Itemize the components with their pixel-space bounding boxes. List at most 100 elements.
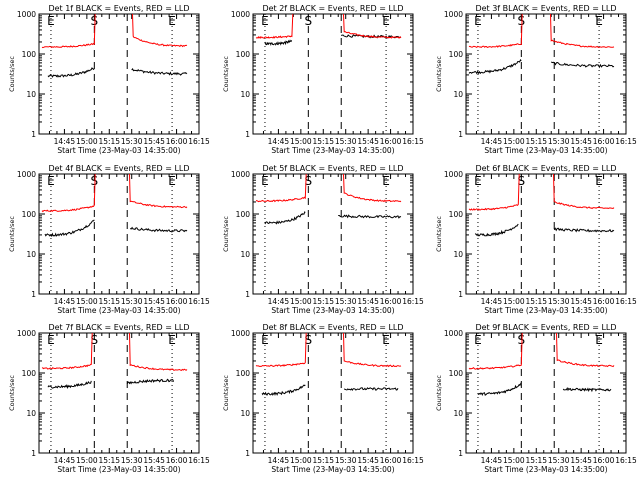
x-tick-label: 16:15 bbox=[402, 297, 424, 306]
x-tick-label: 15:30 bbox=[548, 456, 570, 465]
y-tick-label: 10 bbox=[240, 250, 250, 259]
x-axis-label: Start Time (23-May-03 14:35:00) bbox=[484, 146, 607, 155]
y-axis-label: Counts/sec bbox=[435, 56, 443, 92]
panel-data bbox=[41, 174, 188, 238]
y-tick-label: 1000 bbox=[17, 170, 36, 179]
plot-frame bbox=[38, 332, 200, 454]
y-tick-label: 1 bbox=[31, 290, 36, 299]
y-tick-label: 100 bbox=[449, 50, 464, 59]
lld-series-before bbox=[255, 333, 307, 368]
x-tick-label: 14:45 bbox=[268, 137, 290, 146]
y-tick-label: 1 bbox=[458, 449, 463, 458]
panel-title: Det 4f BLACK = Events, RED = LLD bbox=[48, 164, 189, 173]
y-tick-label: 10 bbox=[240, 90, 250, 99]
x-tick-label: 15:00 bbox=[290, 137, 312, 146]
y-tick-label: 100 bbox=[22, 210, 37, 219]
lld-series-after bbox=[342, 14, 402, 39]
x-tick-label: 16:15 bbox=[188, 137, 210, 146]
y-axis-label: Counts/sec bbox=[222, 216, 230, 252]
y-tick-label: 10 bbox=[453, 250, 463, 259]
x-tick-label: 15:15 bbox=[525, 456, 547, 465]
y-tick-label: 1 bbox=[245, 449, 250, 458]
events-series-after bbox=[126, 378, 175, 385]
panel-6: Det 6f BLACK = Events, RED = LLD Counts/s… bbox=[435, 164, 637, 315]
events-series-after bbox=[129, 226, 188, 233]
x-tick-label: 16:15 bbox=[615, 137, 637, 146]
interval-marker-label: S bbox=[305, 174, 313, 188]
y-tick-label: 100 bbox=[236, 210, 251, 219]
x-axis-label: Start Time (23-May-03 14:35:00) bbox=[57, 465, 180, 474]
events-series-after bbox=[550, 61, 615, 69]
lld-series-before bbox=[41, 14, 96, 49]
interval-marker-label: S bbox=[91, 14, 99, 28]
x-tick-label: 15:00 bbox=[76, 137, 98, 146]
events-series-before bbox=[468, 59, 522, 75]
events-series-after bbox=[343, 387, 399, 391]
plot-frame bbox=[252, 332, 414, 454]
x-tick-label: 15:15 bbox=[312, 297, 334, 306]
panel-data bbox=[255, 14, 402, 47]
x-tick-label: 15:45 bbox=[570, 456, 592, 465]
lld-series-after bbox=[549, 14, 615, 49]
x-axis-label: Start Time (23-May-03 14:35:00) bbox=[271, 306, 394, 315]
plot-frame bbox=[465, 332, 627, 454]
x-tick-label: 16:15 bbox=[615, 297, 637, 306]
x-tick-label: 15:30 bbox=[335, 137, 357, 146]
x-tick-label: 14:45 bbox=[268, 456, 290, 465]
interval-marker-label: E bbox=[382, 174, 390, 188]
interval-marker-label: E bbox=[47, 333, 55, 347]
y-tick-label: 1 bbox=[245, 130, 250, 139]
y-tick-label: 1000 bbox=[444, 329, 463, 338]
y-tick-label: 10 bbox=[453, 409, 463, 418]
x-tick-label: 16:15 bbox=[402, 456, 424, 465]
lld-series-before bbox=[468, 14, 523, 49]
lld-series-after bbox=[342, 174, 402, 203]
y-tick-label: 1000 bbox=[17, 329, 36, 338]
x-tick-label: 15:00 bbox=[290, 297, 312, 306]
interval-marker-label: E bbox=[382, 333, 390, 347]
panel-3: Det 3f BLACK = Events, RED = LLD Counts/s… bbox=[435, 4, 637, 155]
x-tick-label: 16:15 bbox=[615, 456, 637, 465]
interval-marker-label: S bbox=[91, 174, 99, 188]
x-tick-label: 15:45 bbox=[143, 456, 165, 465]
x-tick-label: 16:00 bbox=[380, 297, 402, 306]
x-tick-label: 16:00 bbox=[166, 137, 188, 146]
x-tick-label: 15:30 bbox=[121, 456, 143, 465]
x-tick-label: 14:45 bbox=[268, 297, 290, 306]
x-tick-label: 16:00 bbox=[166, 456, 188, 465]
x-tick-label: 14:45 bbox=[481, 137, 503, 146]
interval-marker-label: E bbox=[261, 333, 269, 347]
interval-marker-label: E bbox=[595, 333, 603, 347]
x-tick-label: 15:15 bbox=[98, 297, 120, 306]
y-tick-label: 10 bbox=[26, 250, 36, 259]
lld-series-after bbox=[128, 174, 188, 209]
x-tick-label: 15:45 bbox=[357, 456, 379, 465]
panel-data bbox=[255, 174, 402, 225]
lld-series-before bbox=[255, 174, 307, 203]
y-tick-label: 1000 bbox=[231, 10, 250, 19]
events-series-after bbox=[562, 387, 612, 393]
y-tick-label: 10 bbox=[453, 90, 463, 99]
x-tick-label: 15:15 bbox=[98, 137, 120, 146]
x-axis-label: Start Time (23-May-03 14:35:00) bbox=[271, 465, 394, 474]
x-tick-label: 15:15 bbox=[312, 137, 334, 146]
events-series-after bbox=[338, 214, 402, 219]
x-tick-label: 16:00 bbox=[593, 456, 615, 465]
interval-marker-label: S bbox=[518, 333, 526, 347]
x-tick-label: 15:00 bbox=[76, 456, 98, 465]
x-tick-label: 14:45 bbox=[481, 456, 503, 465]
interval-marker-label: E bbox=[474, 333, 482, 347]
events-series-before bbox=[474, 223, 519, 237]
y-tick-label: 1 bbox=[31, 449, 36, 458]
y-axis-label: Counts/sec bbox=[222, 56, 230, 92]
interval-marker-label: E bbox=[47, 174, 55, 188]
lld-series-before bbox=[41, 333, 93, 370]
x-tick-label: 15:30 bbox=[335, 456, 357, 465]
x-tick-label: 14:45 bbox=[54, 456, 76, 465]
y-tick-label: 10 bbox=[26, 409, 36, 418]
x-tick-label: 15:45 bbox=[357, 137, 379, 146]
plot-frame bbox=[465, 13, 627, 135]
lld-series-before bbox=[468, 174, 520, 211]
x-tick-label: 16:00 bbox=[166, 297, 188, 306]
